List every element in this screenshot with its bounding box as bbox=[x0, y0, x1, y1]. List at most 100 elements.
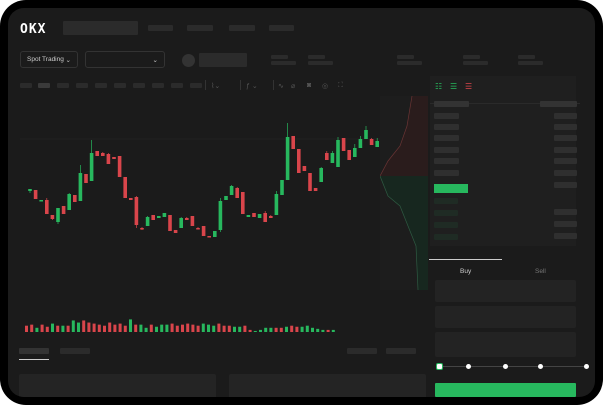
volume-bar bbox=[25, 325, 28, 332]
tab-buy[interactable]: Buy bbox=[460, 268, 472, 275]
candle bbox=[241, 192, 245, 214]
timeframe-button[interactable] bbox=[95, 83, 107, 88]
timeframe-button[interactable] bbox=[133, 83, 145, 88]
slider-step[interactable] bbox=[466, 364, 471, 369]
candle bbox=[235, 188, 239, 198]
timeframe-button[interactable] bbox=[114, 83, 126, 88]
volume-bar bbox=[316, 328, 320, 332]
candle bbox=[101, 153, 105, 156]
timeframe-button[interactable] bbox=[20, 83, 32, 88]
candle bbox=[123, 177, 127, 198]
candle bbox=[274, 194, 279, 215]
price-placeholder bbox=[199, 53, 247, 67]
app-screen: OKX Spot Trading ⌄ ⌄ ⌇⌄ ƒ ⌄ ∿ ⌀ ◙ ◎ ⛶ ☷ ☰… bbox=[8, 8, 595, 397]
orderbook-bids-icon[interactable]: ☰ bbox=[450, 82, 458, 91]
nav-item[interactable] bbox=[187, 25, 213, 31]
candlestick-chart[interactable] bbox=[8, 92, 380, 342]
volume-bar bbox=[123, 325, 127, 332]
ask-size bbox=[554, 124, 577, 130]
buy-button[interactable] bbox=[435, 383, 576, 397]
candle bbox=[28, 189, 32, 191]
ruler-icon[interactable]: ⌀ bbox=[291, 83, 296, 90]
volume-bar bbox=[170, 323, 174, 332]
price-input[interactable] bbox=[435, 280, 576, 302]
candle bbox=[313, 188, 318, 191]
pair-select[interactable]: ⌄ bbox=[85, 51, 165, 68]
settings-icon[interactable]: ◎ bbox=[322, 83, 329, 90]
filter-button[interactable] bbox=[386, 348, 416, 354]
volume-bar bbox=[56, 325, 60, 332]
volume-bar bbox=[227, 325, 231, 332]
tab-order-history[interactable] bbox=[60, 348, 90, 354]
timeframe-button[interactable] bbox=[38, 83, 50, 88]
candle bbox=[56, 208, 60, 222]
volume-bar bbox=[139, 324, 143, 332]
bid-price bbox=[434, 210, 458, 216]
volume-bar bbox=[295, 326, 299, 332]
ask-price bbox=[434, 147, 459, 153]
filter-button[interactable] bbox=[347, 348, 377, 354]
nav-item[interactable] bbox=[269, 25, 294, 31]
ask-price bbox=[434, 135, 459, 141]
candle bbox=[61, 206, 66, 214]
candle bbox=[201, 226, 206, 236]
volume-bar bbox=[92, 323, 96, 332]
depth-asks-line bbox=[380, 96, 413, 177]
orderbook-both-icon[interactable]: ☷ bbox=[435, 82, 443, 91]
timeframe-button[interactable] bbox=[190, 83, 202, 88]
bottom-panel bbox=[19, 374, 216, 397]
slider-step[interactable] bbox=[584, 364, 589, 369]
camera-icon[interactable]: ◙ bbox=[307, 82, 312, 89]
volume-bar bbox=[186, 323, 190, 332]
volume-bar bbox=[201, 323, 205, 332]
tab-open-orders[interactable] bbox=[19, 348, 49, 354]
draw-line-icon[interactable]: ∿ bbox=[278, 83, 284, 90]
candle bbox=[50, 215, 55, 219]
indicator-icon[interactable]: ƒ ⌄ bbox=[246, 83, 258, 90]
depth-chart bbox=[380, 96, 428, 290]
candle bbox=[213, 231, 217, 237]
timeframe-button[interactable] bbox=[76, 83, 88, 88]
volume-bar bbox=[71, 320, 75, 332]
chart-type-select[interactable]: ⌇⌄ bbox=[211, 83, 221, 90]
bid-price bbox=[434, 222, 458, 228]
stat-value bbox=[463, 61, 488, 65]
total-input[interactable] bbox=[435, 332, 576, 357]
nav-item[interactable] bbox=[229, 25, 255, 31]
volume-bar bbox=[77, 322, 80, 332]
candle bbox=[358, 139, 363, 148]
search-input[interactable] bbox=[63, 21, 138, 35]
volume-bar bbox=[181, 324, 184, 332]
candle bbox=[263, 213, 267, 222]
volume-bar bbox=[191, 324, 195, 332]
tab-sell[interactable]: Sell bbox=[535, 268, 546, 275]
timeframe-button[interactable] bbox=[152, 83, 164, 88]
candle bbox=[145, 217, 150, 226]
trading-mode-select[interactable]: Spot Trading ⌄ bbox=[20, 51, 78, 68]
stat-value bbox=[271, 61, 296, 65]
slider-step[interactable] bbox=[503, 364, 508, 369]
stat-label bbox=[308, 55, 325, 59]
orderbook-header bbox=[434, 101, 469, 107]
fullscreen-icon[interactable]: ⛶ bbox=[338, 82, 343, 89]
active-tab-indicator bbox=[429, 259, 502, 260]
candle bbox=[89, 153, 94, 181]
slider-step[interactable] bbox=[538, 364, 543, 369]
orderbook-asks-icon[interactable]: ☰ bbox=[465, 82, 473, 91]
timeframe-button[interactable] bbox=[171, 83, 183, 88]
bid-size bbox=[554, 233, 577, 239]
slider-handle[interactable] bbox=[436, 363, 443, 370]
candle bbox=[168, 215, 172, 231]
candle bbox=[207, 236, 211, 238]
volume-bar bbox=[160, 324, 164, 332]
volume-bar bbox=[311, 327, 314, 332]
nav-item[interactable] bbox=[148, 25, 173, 31]
timeframe-button[interactable] bbox=[57, 83, 69, 88]
slider-track[interactable] bbox=[440, 366, 588, 367]
ask-size bbox=[554, 147, 577, 153]
amount-input[interactable] bbox=[435, 306, 576, 328]
candle bbox=[353, 148, 357, 157]
orderbook-header bbox=[540, 101, 577, 107]
candle bbox=[229, 186, 234, 195]
candle bbox=[162, 213, 167, 217]
